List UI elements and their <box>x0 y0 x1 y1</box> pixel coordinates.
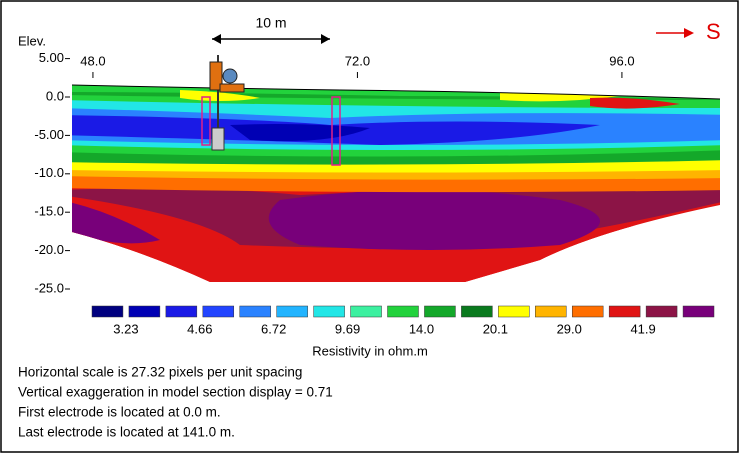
colorbar-tick-label: 41.9 <box>630 321 655 336</box>
colorbar-swatch <box>572 306 603 317</box>
colorbar-swatch <box>203 306 234 317</box>
figure: 10 m S Elev. Resistivity in ohm.m 5.00 0.… <box>0 0 740 454</box>
colorbar-tick-label: 4.66 <box>187 321 212 336</box>
y-tick-label: -20.0 <box>34 242 64 257</box>
y-tick-label: -5.00 <box>34 127 64 142</box>
colorbar-tick-label: 6.72 <box>261 321 286 336</box>
colorbar-swatch <box>240 306 271 317</box>
colorbar-swatch <box>92 306 123 317</box>
colorbar-swatch <box>351 306 382 317</box>
y-tick-label: 0.0 <box>46 88 64 103</box>
y-tick-label: 5.00 <box>39 50 64 65</box>
direction-label: S <box>706 19 721 44</box>
colorbar-swatch <box>646 306 677 317</box>
colorbar-tick-label: 20.1 <box>483 321 508 336</box>
colorbar-tick-label: 29.0 <box>557 321 582 336</box>
colorbar-swatch <box>535 306 566 317</box>
colorbar-swatch <box>424 306 455 317</box>
y-axis-label: Elev. <box>18 33 46 48</box>
colorbar-swatch <box>277 306 308 317</box>
colorbar-swatch <box>129 306 160 317</box>
note: Vertical exaggeration in model section d… <box>18 385 333 400</box>
colorbar-swatch <box>609 306 640 317</box>
colorbar-tick-label: 3.23 <box>113 321 138 336</box>
colorbar-swatch <box>314 306 345 317</box>
colorbar-swatch <box>388 306 419 317</box>
colorbar-swatch <box>683 306 714 317</box>
note: Last electrode is located at 141.0 m. <box>18 425 235 440</box>
colorbar-swatch <box>166 306 197 317</box>
note: Horizontal scale is 27.32 pixels per uni… <box>18 365 302 380</box>
x-tick-label: 48.0 <box>80 53 105 68</box>
scale-label: 10 m <box>255 15 286 31</box>
colorbar-swatch <box>461 306 492 317</box>
colorbar-tick-label: 14.0 <box>409 321 434 336</box>
y-tick-label: -15.0 <box>34 204 64 219</box>
colorbar-tick-label: 9.69 <box>335 321 360 336</box>
colorbar-swatch <box>498 306 529 317</box>
x-tick-label: 96.0 <box>609 53 634 68</box>
x-tick-label: 72.0 <box>345 53 370 68</box>
y-tick-label: -10.0 <box>34 165 64 180</box>
y-tick-label: -25.0 <box>34 280 64 295</box>
note: First electrode is located at 0.0 m. <box>18 405 221 420</box>
colorbar-label: Resistivity in ohm.m <box>312 343 428 358</box>
